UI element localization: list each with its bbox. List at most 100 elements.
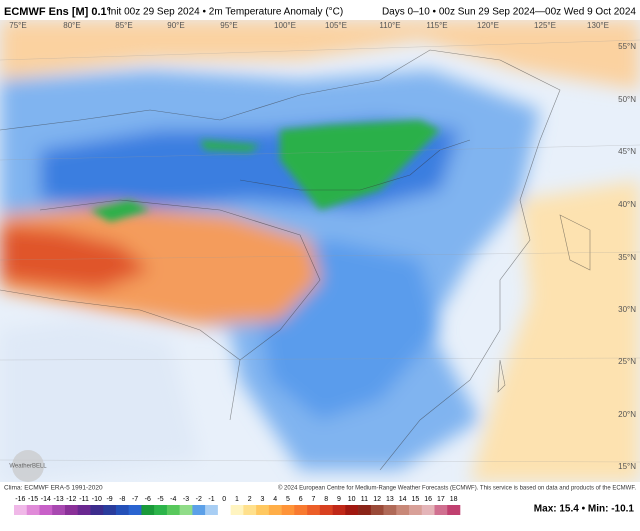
longitude-label: 75°E (9, 21, 26, 30)
colorbar-swatch (217, 505, 231, 515)
latitude-label: 50°N (618, 95, 636, 104)
colorbar-label: 5 (286, 496, 290, 503)
colorbar-swatch (307, 505, 321, 515)
colorbar-swatch (434, 505, 448, 515)
colorbar-label: 12 (373, 496, 381, 503)
latitude-label: 25°N (618, 357, 636, 366)
colorbar-label: 14 (399, 496, 407, 503)
colorbar-swatch (154, 505, 168, 515)
colorbar-swatch (77, 505, 91, 515)
colorbar-label: 3 (261, 496, 265, 503)
longitude-label: 95°E (220, 21, 237, 30)
colorbar-swatch (268, 505, 282, 515)
latitude-label: 20°N (618, 410, 636, 419)
longitude-label: 120°E (477, 21, 499, 30)
latitude-label: 45°N (618, 147, 636, 156)
colorbar-label: 4 (273, 496, 277, 503)
latitude-label: 15°N (618, 462, 636, 471)
colorbar-label: -7 (132, 496, 138, 503)
longitude-label: 125°E (534, 21, 556, 30)
colorbar-swatch (370, 505, 384, 515)
colorbar-label: -6 (145, 496, 151, 503)
longitude-label: 90°E (167, 21, 184, 30)
colorbar-swatch (179, 505, 193, 515)
latitude-label: 30°N (618, 305, 636, 314)
colorbar-label: 17 (437, 496, 445, 503)
colorbar-label: 13 (386, 496, 394, 503)
longitude-label: 115°E (426, 21, 447, 30)
colorbar-swatch (447, 505, 461, 515)
colorbar-swatch (319, 505, 333, 515)
longitude-label: 105°E (325, 21, 347, 30)
colorbar-swatch (243, 505, 257, 515)
colorbar-swatch (192, 505, 206, 515)
colorbar-label: 11 (361, 496, 368, 503)
colorbar-swatch (141, 505, 155, 515)
colorbar-swatch (421, 505, 435, 515)
colorbar-label: 2 (248, 496, 252, 503)
colorbar-label: 18 (450, 496, 458, 503)
colorbar-label: -1 (208, 496, 214, 503)
model-title: ECMWF Ens [M] 0.1° (4, 6, 111, 18)
colorbar-swatch (64, 505, 79, 515)
colorbar-label: 6 (299, 496, 303, 503)
longitude-label: 130°E (587, 21, 609, 30)
longitude-label: 110°E (379, 21, 400, 30)
colorbar-label: -9 (106, 496, 112, 503)
colorbar-swatch (52, 505, 66, 515)
longitude-label: 100°E (274, 21, 296, 30)
colorbar-swatch (115, 505, 129, 515)
colorbar-label: 1 (235, 496, 239, 503)
colorbar-swatch (256, 505, 270, 515)
stats: Max: 15.4 • Min: -10.1 (534, 504, 635, 515)
colorbar-label: -2 (196, 496, 202, 503)
colorbar-label: -14 (41, 496, 51, 503)
colorbar-swatch (358, 505, 372, 515)
clima: Clima: ECMWF ERA-5 1991-2020 (4, 485, 103, 492)
period: Days 0–10 • 00z Sun 29 Sep 2024—00z Wed … (382, 7, 636, 18)
colorbar-swatch (409, 505, 423, 515)
colorbar-swatch (332, 505, 346, 515)
colorbar-label: -12 (66, 496, 76, 503)
colorbar-swatch (128, 505, 142, 515)
colorbar-label: 9 (337, 496, 341, 503)
latitude-label: 55°N (618, 42, 636, 51)
colorbar-swatch (103, 505, 117, 515)
colorbar-swatch (205, 505, 219, 515)
longitude-label: 80°E (63, 21, 80, 30)
colorbar-swatch (90, 505, 104, 515)
colorbar-label: -15 (28, 496, 38, 503)
latitude-label: 40°N (618, 200, 636, 209)
colorbar-label: 0 (222, 496, 226, 503)
logo: WeatherBELL (9, 464, 47, 470)
colorbar-label: -13 (54, 496, 64, 503)
copyright: © 2024 European Centre for Medium-Range … (278, 485, 636, 492)
colorbar-swatch (230, 505, 244, 515)
colorbar-swatch (396, 505, 410, 515)
colorbar-swatch (39, 505, 53, 515)
colorbar-label: -10 (92, 496, 102, 503)
colorbar-label: -5 (157, 496, 163, 503)
colorbar-label: -3 (183, 496, 189, 503)
colorbar-swatch (383, 505, 397, 515)
colorbar-swatch (294, 505, 308, 515)
colorbar-swatch (281, 505, 295, 515)
colorbar-label: -11 (79, 496, 89, 503)
colorbar-label: 10 (348, 496, 356, 503)
colorbar-label: -16 (15, 496, 25, 503)
latitude-label: 35°N (618, 253, 636, 262)
colorbar-swatch (26, 505, 40, 515)
colorbar-label: 8 (324, 496, 328, 503)
map-info: Init 00z 29 Sep 2024 • 2m Temperature An… (108, 7, 343, 18)
colorbar-swatch (14, 505, 28, 515)
map: WeatherBELL (0, 20, 640, 482)
colorbar-swatch (345, 505, 359, 515)
colorbar-label: 7 (312, 496, 316, 503)
colorbar-label: -8 (119, 496, 125, 503)
colorbar-label: -4 (170, 496, 176, 503)
colorbar-swatch (166, 505, 180, 515)
longitude-label: 85°E (115, 21, 132, 30)
colorbar-label: 15 (412, 496, 420, 503)
colorbar-label: 16 (424, 496, 432, 503)
